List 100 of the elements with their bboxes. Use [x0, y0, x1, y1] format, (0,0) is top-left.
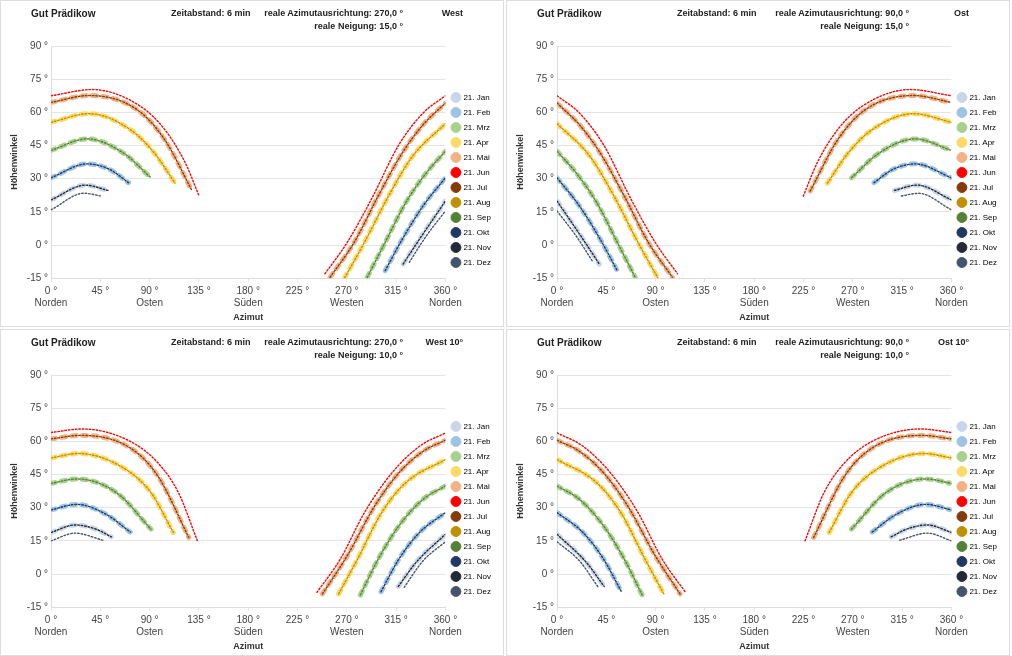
text: reale Neigung: 10,0 °: [314, 350, 403, 360]
x-tick-label: 225 °: [791, 284, 816, 296]
y-tick-label: 0 °: [35, 238, 49, 250]
legend-label: 21. Jan: [969, 421, 996, 431]
x-tick-label: 270 ° Westen: [835, 613, 870, 637]
y-tick-label: 90 °: [30, 39, 49, 51]
legend-label: 21. Dez: [463, 586, 491, 596]
y-tick-label: 90 °: [536, 368, 555, 380]
x-tick-label: 0 ° Norden: [540, 284, 574, 308]
text: Zeitabstand: 6 min: [677, 337, 757, 347]
x-tick-label: 270 ° Westen: [329, 613, 364, 637]
legend-label: 21. Apr: [463, 137, 490, 147]
x-tick-label: 360 ° Norden: [429, 613, 462, 637]
text: Ost: [953, 8, 969, 18]
x-tick-label: 45 °: [91, 613, 110, 625]
legend-label: 21. Feb: [463, 436, 492, 446]
legend-label: 21. Mai: [969, 152, 996, 162]
y-tick-label: -15 °: [26, 271, 49, 283]
legend-label: 21. Aug: [463, 197, 491, 207]
x-tick-label: 135 °: [693, 284, 717, 296]
legend-label: 21. Okt: [969, 227, 996, 237]
legend-label: 21. Aug: [463, 526, 491, 536]
x-axis-title: Azimut: [739, 312, 770, 323]
x-tick-label: 135 °: [693, 613, 717, 625]
x-tick-label: 45 °: [91, 284, 110, 296]
text: West: [441, 8, 463, 18]
y-axis-title: Höhenwinkel: [514, 134, 525, 190]
y-tick-label: 45 °: [536, 468, 555, 480]
legend-label: 21. Mai: [463, 481, 490, 491]
legend-label: 21. Feb: [969, 436, 998, 446]
chart-title: Gut Prädikow: [537, 8, 602, 19]
text: Zeitabstand: 6 min: [171, 337, 251, 347]
legend-label: 21. Feb: [969, 107, 998, 117]
y-tick-label: 15 °: [536, 205, 555, 217]
x-tick-label: 45 °: [597, 284, 616, 296]
y-tick-label: 30 °: [30, 172, 49, 184]
y-tick-label: 30 °: [536, 172, 555, 184]
y-tick-label: 0 °: [35, 567, 49, 579]
legend-label: 21. Mrz: [463, 122, 491, 132]
text: reale Neigung: 15,0 °: [314, 21, 403, 31]
x-tick-label: 270 ° Westen: [835, 284, 870, 308]
legend-label: 21. Aug: [969, 526, 997, 536]
x-axis-title: Azimut: [233, 312, 264, 323]
text: West 10°: [425, 337, 463, 347]
y-tick-label: 75 °: [30, 401, 49, 413]
y-axis-title: Höhenwinkel: [514, 463, 525, 519]
legend-label: 21. Feb: [463, 107, 492, 117]
legend-label: 21. Jun: [463, 167, 490, 177]
x-tick-label: 315 °: [890, 284, 914, 296]
legend-label: 21. Dez: [463, 257, 491, 267]
x-tick-label: 225 °: [285, 284, 310, 296]
x-tick-label: 135 °: [187, 613, 211, 625]
y-tick-label: 45 °: [30, 468, 49, 480]
x-tick-label: 270 ° Westen: [329, 284, 364, 308]
legend-label: 21. Nov: [969, 571, 997, 581]
legend-label: 21. Nov: [463, 571, 491, 581]
x-tick-label: 0 ° Norden: [34, 284, 68, 308]
legend-label: 21. Jan: [969, 92, 996, 102]
legend-label: 21. Okt: [969, 556, 996, 566]
legend-label: 21. Mrz: [969, 122, 997, 132]
text: Zeitabstand: 6 min: [171, 8, 251, 18]
x-tick-label: 135 °: [187, 284, 211, 296]
y-tick-label: 15 °: [30, 534, 49, 546]
y-tick-label: 60 °: [30, 435, 49, 447]
legend-label: 21. Sep: [969, 541, 998, 551]
x-tick-label: 225 °: [791, 613, 816, 625]
y-tick-label: 60 °: [536, 435, 555, 447]
y-tick-label: 15 °: [536, 534, 555, 546]
y-tick-label: 0 °: [541, 238, 555, 250]
x-tick-label: 315 °: [890, 613, 914, 625]
legend-label: 21. Sep: [463, 212, 492, 222]
legend-label: 21. Okt: [463, 227, 490, 237]
x-tick-label: 0 ° Norden: [34, 613, 68, 637]
y-tick-label: 0 °: [541, 567, 555, 579]
x-tick-label: 315 °: [384, 284, 408, 296]
legend-label: 21. Jul: [463, 511, 488, 521]
text: reale Neigung: 15,0 °: [820, 21, 909, 31]
y-tick-label: 45 °: [536, 139, 555, 151]
y-tick-label: -15 °: [532, 600, 555, 612]
chart-title: Gut Prädikow: [31, 337, 96, 348]
x-tick-label: 360 ° Norden: [429, 284, 462, 308]
text: Zeitabstand: 6 min: [677, 8, 757, 18]
x-tick-label: 180 ° Süden: [233, 284, 263, 308]
y-tick-label: 30 °: [536, 501, 555, 513]
x-tick-label: 180 ° Süden: [739, 613, 769, 637]
y-tick-label: 75 °: [536, 401, 555, 413]
legend-label: 21. Sep: [969, 212, 998, 222]
legend-label: 21. Nov: [463, 242, 491, 252]
legend-label: 21. Dez: [969, 257, 997, 267]
legend-label: 21. Sep: [463, 541, 492, 551]
legend-label: 21. Jul: [463, 182, 488, 192]
x-axis-title: Azimut: [739, 641, 770, 652]
legend-label: 21. Jul: [969, 182, 994, 192]
y-axis-title: Höhenwinkel: [8, 463, 19, 519]
x-tick-label: 90 ° Osten: [642, 613, 669, 637]
x-tick-label: 360 ° Norden: [935, 613, 968, 637]
x-tick-label: 90 ° Osten: [136, 284, 163, 308]
text: reale Azimutausrichtung: 90,0 °: [775, 337, 909, 347]
y-axis-title: Höhenwinkel: [8, 134, 19, 190]
y-tick-label: 45 °: [30, 139, 49, 151]
